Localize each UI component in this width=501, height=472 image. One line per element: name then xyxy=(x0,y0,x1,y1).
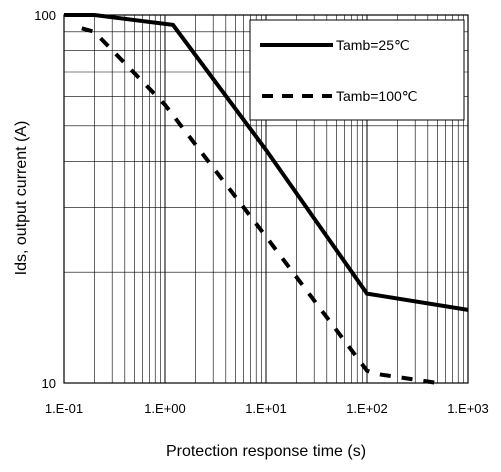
x-axis-title: Protection response time (s) xyxy=(166,443,366,460)
legend-box xyxy=(249,19,465,121)
x-tick-label: 1.E-01 xyxy=(45,401,83,416)
legend-label-tamb-25: Tamb=25℃ xyxy=(336,37,410,53)
y-tick-label: 10 xyxy=(42,376,56,391)
y-tick-label: 100 xyxy=(34,8,56,23)
x-tick-label: 1.E+00 xyxy=(144,401,186,416)
y-axis-title: Ids, output current (A) xyxy=(13,121,30,276)
series-layer xyxy=(64,13,469,385)
x-tick-label: 1.E+03 xyxy=(447,401,489,416)
legend-label-tamb-100: Tamb=100℃ xyxy=(336,88,418,104)
plot-frame xyxy=(63,14,469,384)
legend: Tamb=25℃ Tamb=100℃ xyxy=(249,19,465,121)
x-tick-label: 1.E+02 xyxy=(346,401,388,416)
series-line-tamb-25 xyxy=(64,13,469,312)
x-tick-label: 1.E+01 xyxy=(245,401,287,416)
x-tick-labels: 1.E-01 1.E+00 1.E+01 1.E+02 1.E+03 xyxy=(45,401,489,416)
y-tick-labels: 10 100 xyxy=(34,8,56,391)
